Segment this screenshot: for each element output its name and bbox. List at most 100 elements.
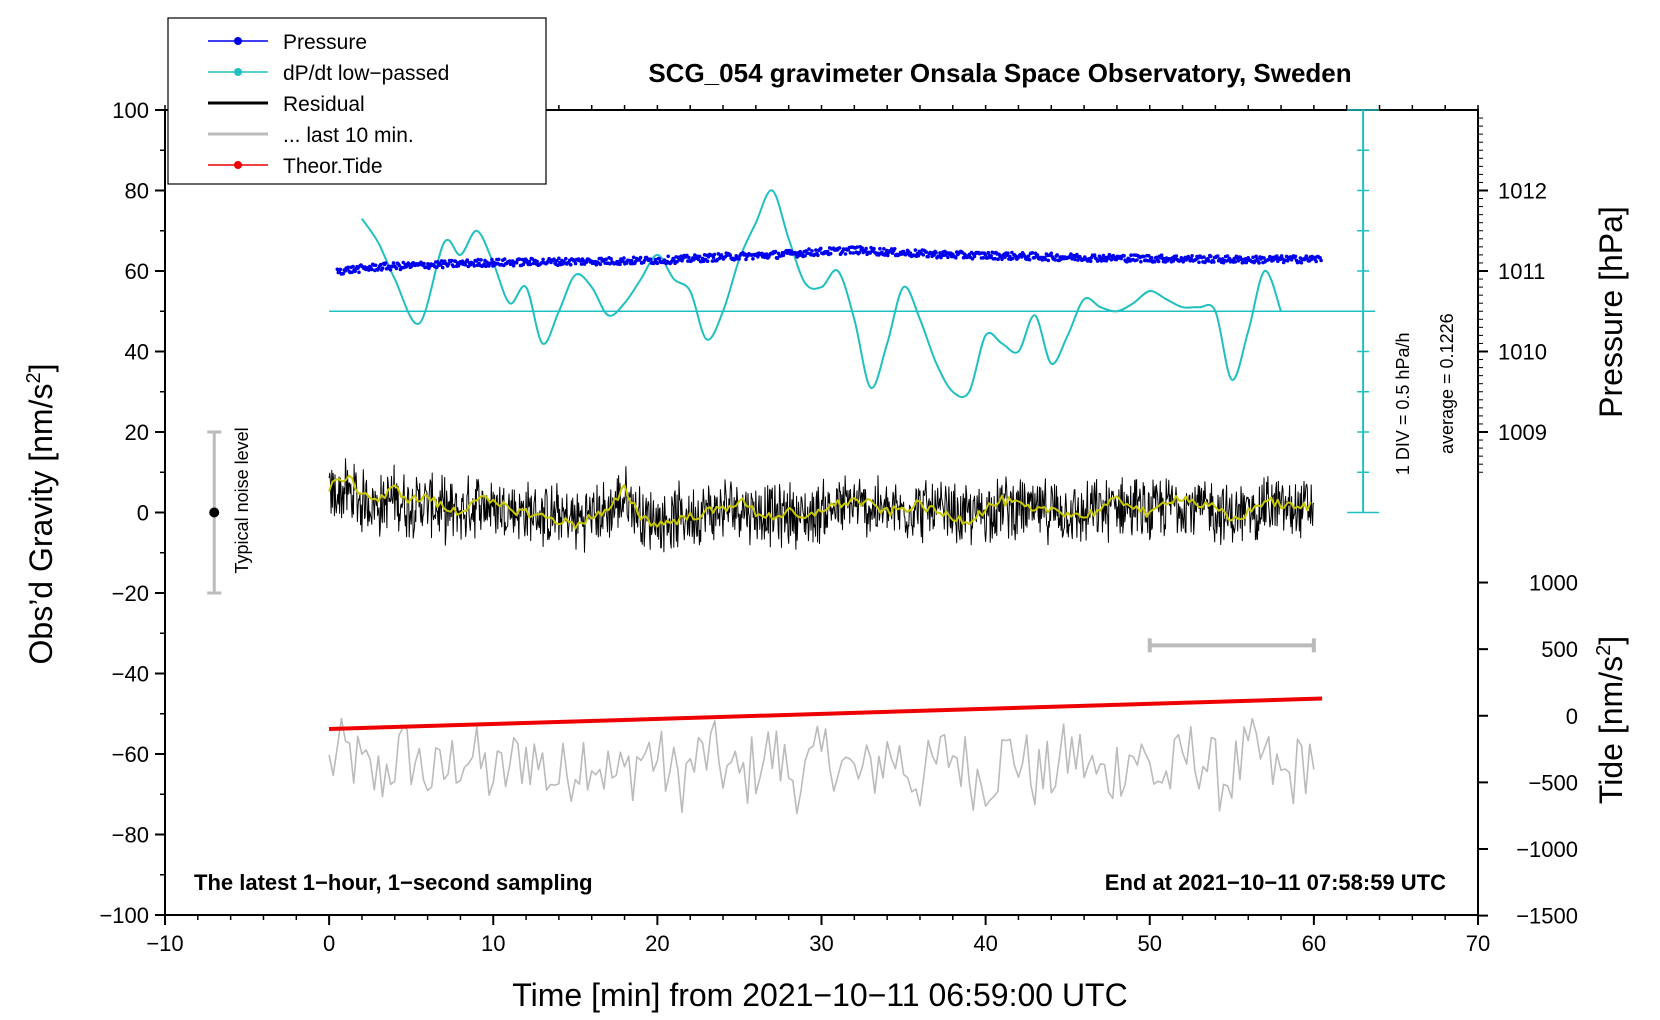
dpdt-average-note: average = 0.1226 [1437, 313, 1457, 454]
pressure-point [1174, 254, 1179, 258]
pressure-point [1262, 256, 1266, 260]
pressure-point [1075, 252, 1079, 257]
pressure-point [1129, 253, 1133, 257]
x-axis-label: Time [min] from 2021−10−11 06:59:00 UTC [512, 977, 1127, 1013]
pressure-point [744, 257, 748, 262]
pressure-point [507, 259, 512, 263]
pressure-point [860, 246, 864, 250]
pressure-point [825, 249, 830, 254]
pressure-point [908, 251, 913, 255]
pressure-point [511, 263, 516, 268]
pressure-point [1035, 253, 1040, 257]
pressure-point [1236, 259, 1241, 263]
x-tick-label: −10 [146, 931, 183, 956]
pressure-point [781, 253, 786, 258]
pressure-point [370, 267, 374, 272]
y-axis-label-sup: 2 [23, 372, 45, 383]
pressure-point [764, 252, 769, 256]
pressure-point [346, 265, 351, 270]
pressure-point [1030, 251, 1035, 255]
pressure-point [1156, 259, 1161, 264]
tide-tick-label: 500 [1541, 637, 1578, 662]
pressure-point [449, 258, 454, 263]
pressure-point [1073, 257, 1077, 262]
pressure-point [485, 260, 489, 265]
pressure-point [1006, 251, 1010, 255]
pressure-point [921, 253, 926, 257]
pressure-point [710, 259, 715, 263]
pressure-point [1251, 255, 1255, 260]
y-tick-label: 0 [137, 501, 149, 526]
pressure-point [351, 264, 355, 269]
pressure-point [819, 246, 823, 251]
tide-tick-label: −1500 [1516, 904, 1578, 929]
pressure-point [932, 253, 936, 257]
pressure-point [517, 257, 522, 262]
noise-level-label: Typical noise level [232, 427, 252, 573]
pressure-point [1000, 257, 1004, 262]
pressure-point [357, 270, 361, 275]
pressure-point [584, 260, 589, 264]
pressure-point [1212, 260, 1216, 264]
pressure-point [502, 257, 507, 261]
pressure-point [535, 259, 539, 264]
pressure-point [954, 255, 958, 260]
pressure-point [1139, 259, 1143, 264]
pressure-point [490, 257, 494, 262]
legend-label: ... last 10 min. [283, 124, 414, 147]
pressure-point [1293, 254, 1298, 259]
pressure-point [409, 264, 414, 269]
series-last10-line [328, 717, 1315, 815]
pressure-point [568, 262, 573, 267]
pressure-point [465, 258, 470, 262]
pressure-point [451, 264, 456, 269]
x-tick-label: 10 [481, 931, 505, 956]
pressure-point [855, 245, 860, 249]
pressure-point [737, 257, 741, 261]
tide-axis-label: Tide [nm/s2] [1593, 636, 1629, 804]
y-tick-label: 60 [125, 259, 149, 284]
legend-box [167, 17, 547, 185]
pressure-point [1027, 257, 1032, 262]
pressure-tick-label: 1009 [1498, 420, 1547, 445]
pressure-point [697, 254, 702, 259]
legend-marker [234, 161, 242, 169]
pressure-point [341, 271, 346, 276]
pressure-point [422, 261, 426, 266]
pressure-point [604, 257, 608, 262]
pressure-point [1233, 260, 1238, 264]
x-tick-label: 50 [1138, 931, 1162, 956]
pressure-tick-label: 1012 [1498, 179, 1547, 204]
pressure-point [687, 255, 691, 260]
pressure-point [666, 254, 670, 259]
pressure-point [631, 255, 636, 260]
pressure-point [557, 256, 561, 261]
pressure-point [1215, 254, 1220, 258]
tide-tick-label: −500 [1528, 770, 1578, 795]
pressure-point [970, 257, 975, 261]
pressure-point [1008, 254, 1012, 259]
pressure-point [556, 263, 560, 268]
x-tick-label: 40 [973, 931, 997, 956]
pressure-point [573, 261, 578, 266]
legend-marker [234, 68, 242, 76]
legend-label: Residual [283, 93, 365, 116]
pressure-point [648, 257, 653, 262]
pressure-point [843, 252, 848, 256]
pressure-point [1069, 252, 1073, 256]
y-tick-label: 80 [125, 179, 149, 204]
pressure-point [985, 256, 990, 260]
pressure-point [872, 246, 876, 251]
pressure-point [1239, 257, 1244, 262]
plot-area: −10 0 10 20 30 40 50 60 70−100−80−60−40−20020406… [99, 17, 1578, 956]
pressure-point [438, 263, 443, 267]
pressure-point [1257, 261, 1261, 265]
pressure-point [864, 246, 868, 251]
pressure-point [1207, 259, 1211, 263]
x-tick-label: 0 [323, 931, 335, 956]
pressure-point [618, 262, 622, 267]
pressure-point [1114, 257, 1119, 262]
pressure-point [1076, 258, 1080, 262]
pressure-point [541, 257, 545, 262]
